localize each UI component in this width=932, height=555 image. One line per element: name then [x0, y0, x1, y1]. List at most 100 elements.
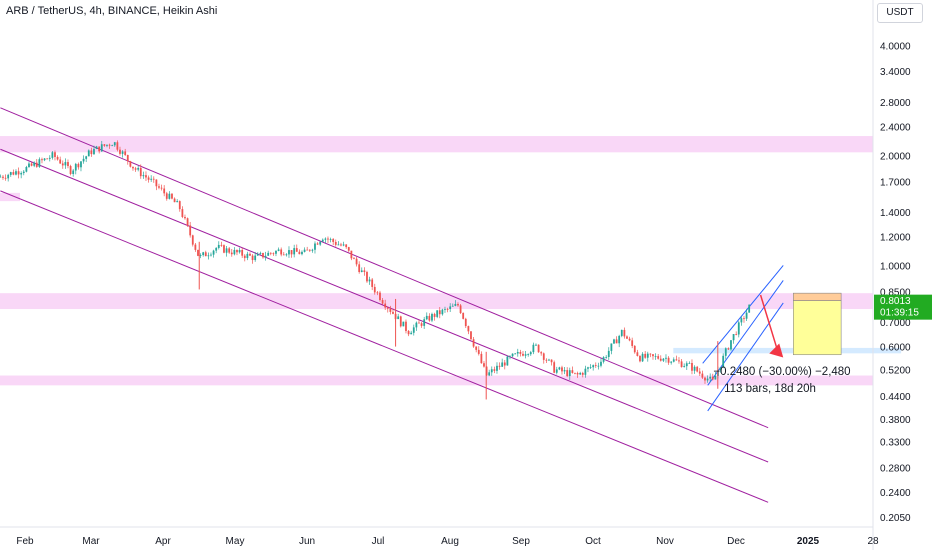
- arrow-shaft: [759, 294, 778, 350]
- zone-resistance: [0, 136, 873, 153]
- candle-body: [433, 313, 436, 317]
- candle-body: [516, 352, 519, 354]
- candle-body: [210, 254, 212, 256]
- candle-body: [459, 305, 462, 313]
- candle-body: [358, 264, 361, 273]
- candle-body: [228, 248, 231, 253]
- stop-zone: [793, 292, 842, 301]
- candle-body: [615, 339, 618, 344]
- candle-body: [490, 369, 493, 373]
- x-tick-label: Sep: [512, 536, 530, 547]
- candle-body: [529, 352, 532, 355]
- candle-body: [576, 372, 579, 375]
- candle-body: [449, 306, 452, 310]
- candle-body: [98, 146, 101, 152]
- candle-body: [405, 321, 407, 331]
- candle-body: [428, 315, 431, 321]
- candle-body: [467, 326, 470, 332]
- candle-body: [137, 167, 140, 170]
- candle-body: [108, 144, 111, 146]
- candle-body: [139, 167, 142, 177]
- candle-body: [69, 166, 72, 174]
- y-tick-label: 0.5200: [880, 365, 911, 376]
- candle-body: [168, 193, 171, 199]
- y-tick-label: 0.2800: [880, 464, 911, 475]
- candle-body: [269, 252, 272, 254]
- candle-body: [420, 323, 423, 326]
- candle-body: [496, 365, 498, 371]
- candle-body: [124, 151, 127, 155]
- x-tick-label: Oct: [585, 536, 601, 547]
- candle-body: [199, 255, 202, 256]
- candle-body: [4, 177, 7, 179]
- candle-body: [488, 372, 491, 376]
- candle-body: [80, 161, 82, 168]
- candle-body: [72, 170, 75, 174]
- candle-body: [353, 258, 355, 260]
- candle-body: [594, 365, 597, 366]
- candle-body: [719, 367, 722, 371]
- candle-body: [579, 372, 582, 375]
- candle-body: [126, 154, 129, 162]
- candle-body: [288, 250, 290, 255]
- candle-body: [345, 244, 348, 248]
- candle-body: [631, 340, 634, 346]
- candle-body: [600, 361, 602, 366]
- y-tick-label: 0.7000: [880, 318, 911, 329]
- candle-body: [33, 162, 36, 166]
- y-tick-label: 1.7000: [880, 177, 911, 188]
- candle-body: [366, 271, 368, 282]
- candle-body: [82, 158, 85, 162]
- y-tick-label: 2.4000: [880, 123, 911, 134]
- candle-body: [20, 173, 23, 175]
- candle-body: [553, 362, 556, 373]
- candle-body: [15, 171, 17, 175]
- candle-body: [618, 335, 621, 344]
- candle-body: [303, 249, 306, 252]
- y-tick-label: 0.8500: [880, 287, 911, 298]
- candle-body: [173, 198, 176, 203]
- candle-body: [457, 303, 459, 306]
- y-tick-label: 4.0000: [880, 41, 911, 52]
- candle-body: [111, 145, 114, 147]
- currency-button[interactable]: USDT: [877, 3, 923, 23]
- candle-body: [639, 355, 641, 362]
- candle-body: [116, 142, 119, 150]
- candle-body: [194, 244, 197, 250]
- candle-body: [652, 354, 654, 357]
- candle-body: [59, 159, 62, 164]
- candle-body: [532, 344, 535, 353]
- candle-body: [563, 370, 566, 372]
- candle-body: [67, 162, 69, 167]
- candle-body: [680, 361, 683, 368]
- candle-body: [446, 308, 449, 310]
- candle-body: [314, 243, 316, 250]
- candle-body: [623, 329, 626, 337]
- candle-body: [407, 330, 410, 335]
- candle-body: [64, 162, 67, 166]
- candle-body: [657, 356, 660, 359]
- candle-body: [568, 370, 571, 377]
- candle-body: [87, 150, 90, 157]
- y-tick-label: 0.3800: [880, 415, 911, 426]
- candle-body: [25, 167, 28, 172]
- x-tick-label: Nov: [656, 536, 674, 547]
- candle-body: [46, 158, 49, 160]
- candle-body: [334, 241, 337, 245]
- candle-body: [503, 362, 506, 366]
- candle-body: [683, 366, 686, 368]
- candle-body: [132, 166, 134, 169]
- candle-body: [176, 201, 179, 203]
- candle-body: [207, 255, 210, 257]
- candle-body: [165, 193, 168, 199]
- candle-body: [519, 352, 522, 354]
- x-tick-label: 28: [867, 536, 879, 547]
- candle-body: [722, 355, 725, 368]
- candle-body: [74, 163, 77, 171]
- candle-body: [636, 352, 639, 356]
- candle-body: [327, 238, 329, 240]
- x-tick-label: Aug: [441, 536, 459, 547]
- candle-body: [574, 372, 576, 374]
